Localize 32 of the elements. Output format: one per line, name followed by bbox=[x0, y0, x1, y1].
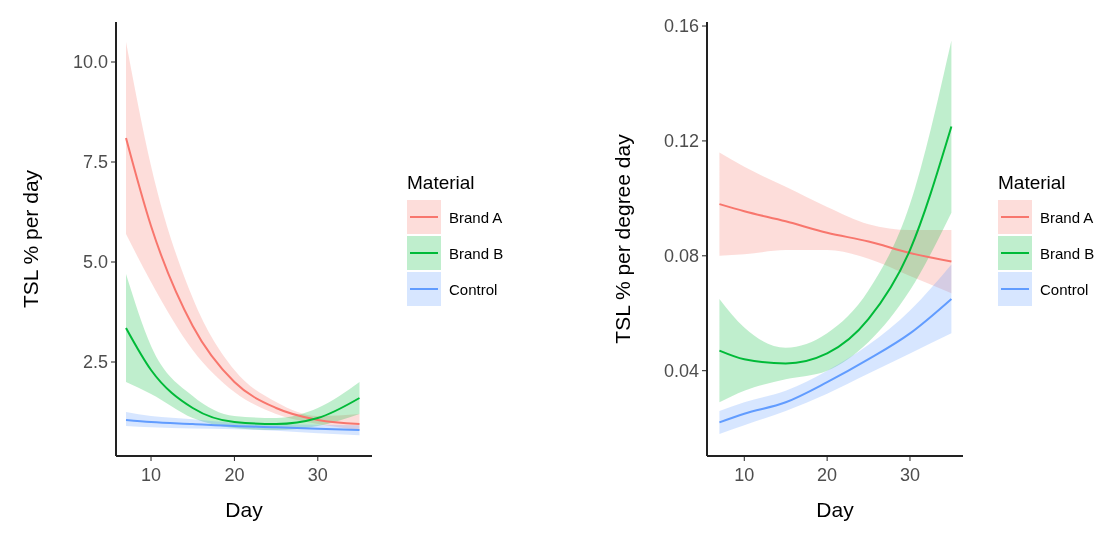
legend-title: Material bbox=[998, 172, 1066, 193]
x-tick-label: 20 bbox=[817, 465, 838, 485]
legend-label: Brand B bbox=[449, 245, 504, 262]
line-series bbox=[125, 327, 361, 425]
legend-label: Control bbox=[449, 281, 498, 298]
y-tick-label: 2.5 bbox=[82, 352, 108, 372]
y-tick-label: 0.04 bbox=[663, 360, 699, 381]
x-tick-label: 30 bbox=[899, 465, 920, 485]
x-tick-label: 30 bbox=[307, 465, 328, 485]
legend-label: Brand A bbox=[1040, 209, 1094, 226]
x-tick-label: 10 bbox=[141, 465, 162, 485]
y-axis-title: TSL % per degree day bbox=[611, 133, 634, 344]
y-tick-label: 5.0 bbox=[82, 252, 108, 272]
legend-title: Material bbox=[407, 172, 475, 193]
line-series bbox=[125, 137, 361, 425]
legend-label: Brand B bbox=[1040, 245, 1095, 262]
x-tick-label: 10 bbox=[734, 465, 755, 485]
y-tick-label: 10.0 bbox=[72, 52, 108, 72]
line-series bbox=[718, 203, 953, 263]
y-tick-label: 7.5 bbox=[82, 152, 108, 172]
y-axis-title: TSL % per day bbox=[19, 169, 42, 309]
y-tick-label: 0.08 bbox=[663, 245, 699, 266]
y-tick-label: 0.12 bbox=[663, 130, 699, 151]
line-series bbox=[125, 419, 361, 431]
x-tick-label: 20 bbox=[224, 465, 245, 485]
x-axis-title: Day bbox=[816, 498, 855, 521]
legend-label: Control bbox=[1040, 281, 1089, 298]
y-tick-label: 0.16 bbox=[663, 16, 699, 37]
line-series bbox=[718, 125, 953, 365]
x-axis-title: Day bbox=[225, 498, 264, 521]
legend-label: Brand A bbox=[449, 209, 503, 226]
line-series bbox=[718, 297, 953, 424]
